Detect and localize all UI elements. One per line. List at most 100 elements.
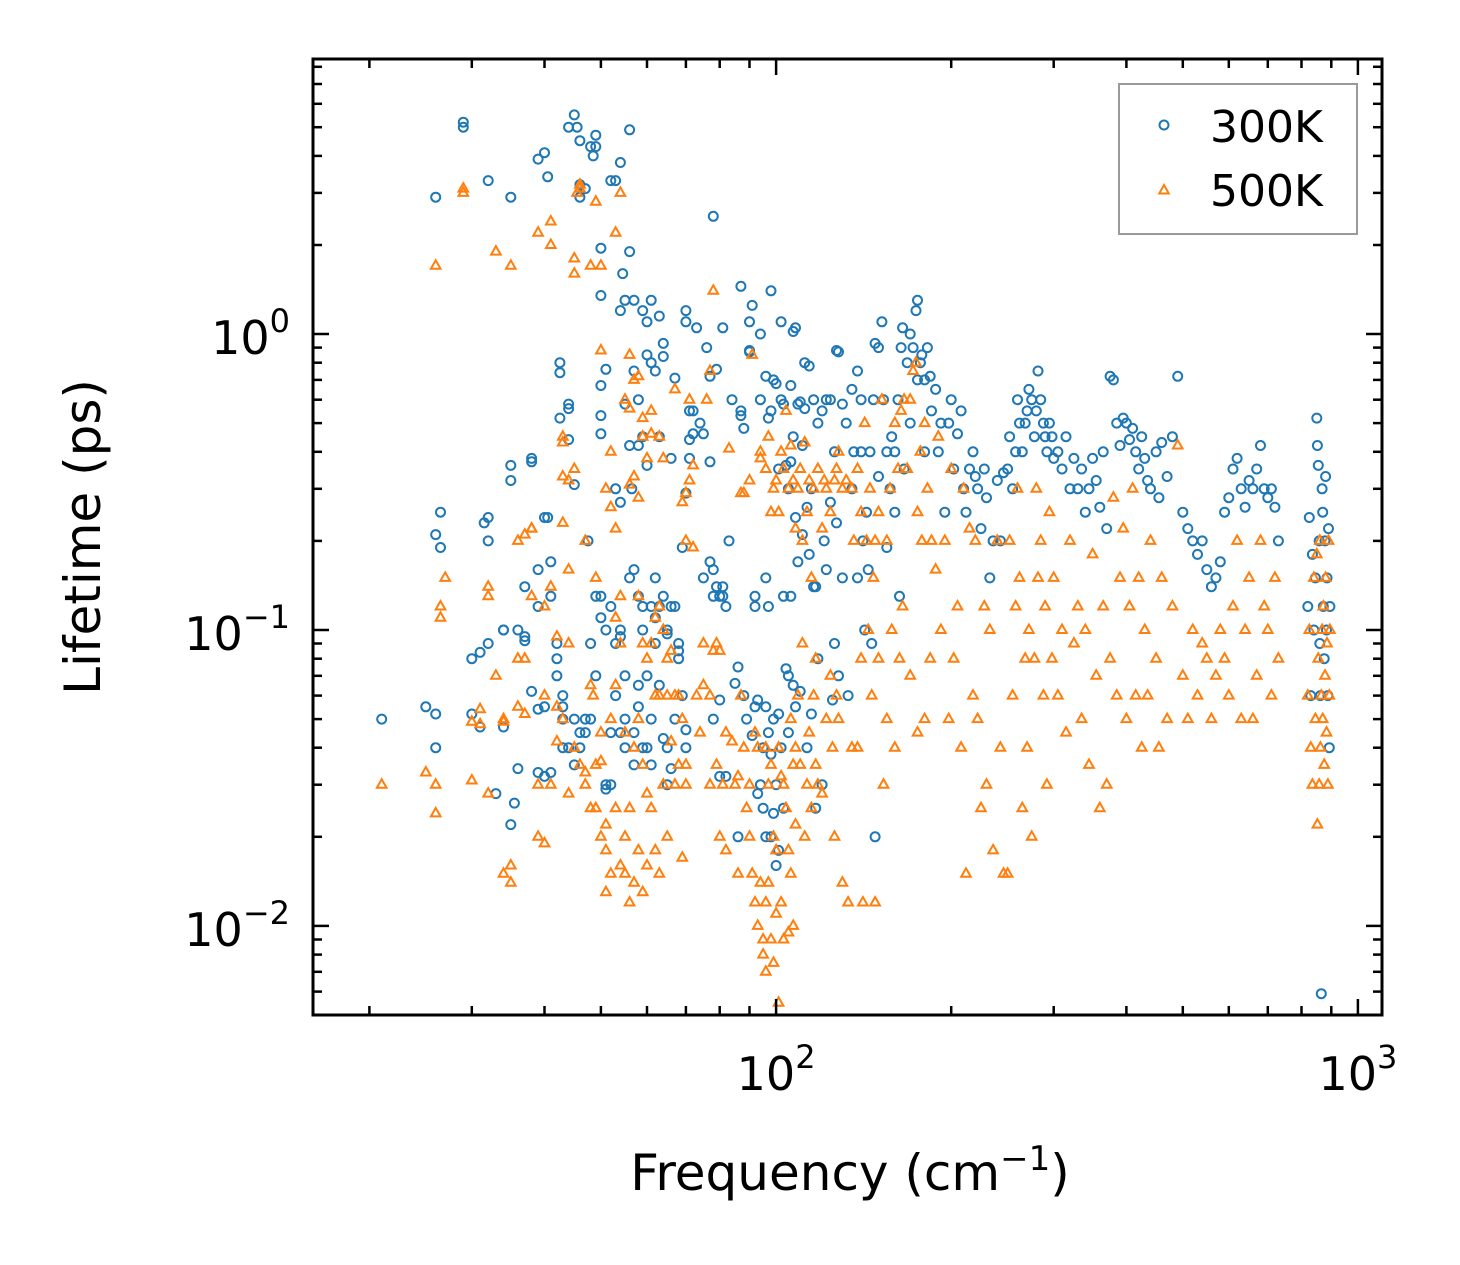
point-300K-82	[587, 150, 599, 162]
point-300K-388	[1023, 383, 1035, 395]
point-300K-55	[554, 367, 566, 379]
point-500K-10	[465, 772, 479, 785]
point-500K-27	[511, 533, 525, 545]
point-300K-253	[775, 316, 787, 328]
point-500K-316	[915, 533, 929, 545]
point-500K-277	[845, 481, 859, 493]
point-500K-116	[636, 429, 650, 441]
point-500K-222	[776, 461, 791, 473]
point-500K-295	[875, 392, 889, 404]
point-500K-397	[1160, 711, 1174, 724]
point-300K-298	[824, 394, 836, 406]
point-500K-189	[745, 347, 759, 359]
point-300K-34	[526, 452, 538, 464]
point-300K-113	[619, 294, 631, 306]
point-500K-160	[693, 725, 707, 737]
point-500K-289	[865, 688, 879, 700]
point-500K-246	[798, 829, 812, 841]
point-500K-56	[567, 461, 581, 473]
point-300K-396	[1041, 446, 1053, 458]
point-300K-149	[649, 572, 661, 584]
point-300K-29	[512, 624, 524, 636]
point-300K-382	[1010, 446, 1022, 458]
point-300K-335	[889, 446, 901, 458]
point-300K-413	[1101, 523, 1113, 535]
point-500K-373	[1078, 622, 1092, 634]
point-300K-435	[1182, 523, 1194, 535]
point-500K-88	[609, 521, 623, 533]
axis-tick-labels: 102 103 10−2 10−1 100	[184, 302, 1397, 1101]
point-300K-379	[1002, 463, 1014, 475]
point-300K-282	[801, 742, 813, 754]
point-300K-170	[673, 638, 685, 649]
point-300K-327	[873, 342, 884, 354]
point-500K-62	[573, 181, 587, 193]
point-300K-36	[532, 564, 544, 576]
point-500K-85	[604, 499, 618, 512]
point-300K-205	[720, 601, 732, 612]
point-300K-91	[595, 380, 607, 391]
point-300K-389	[1026, 394, 1038, 406]
point-500K-188	[742, 829, 757, 841]
point-300K-391	[1030, 405, 1042, 417]
point-500K-180	[731, 866, 745, 878]
point-300K-381	[1007, 483, 1019, 495]
point-500K-237	[788, 740, 803, 752]
point-500K-173	[716, 777, 730, 789]
point-300K-157	[657, 351, 669, 362]
point-300K-374	[984, 572, 996, 584]
point-300K-232	[757, 742, 769, 754]
point-300K-212	[735, 280, 747, 292]
point-300K-115	[619, 670, 631, 682]
point-500K-119	[636, 884, 650, 897]
point-500K-174	[719, 725, 733, 737]
series-500k-points	[375, 177, 1337, 1007]
point-500K-66	[578, 533, 592, 545]
point-500K-345	[1001, 866, 1015, 878]
point-500K-128	[648, 610, 662, 622]
point-500K-135	[656, 450, 670, 463]
x-axis-label: Frequency (cm−1)	[630, 1139, 1070, 1202]
point-500K-156	[682, 472, 697, 485]
point-300K-450	[1247, 483, 1259, 495]
point-300K-466	[1312, 459, 1324, 471]
point-300K-417	[1114, 440, 1126, 451]
point-500K-410	[1222, 688, 1236, 700]
point-300K-207	[723, 535, 735, 547]
point-500K-445	[1321, 777, 1335, 789]
point-300K-117	[619, 742, 631, 754]
point-500K-55	[562, 472, 576, 485]
point-500K-158	[686, 539, 700, 552]
point-500K-346	[1003, 533, 1017, 545]
series-300k-points	[376, 109, 1336, 1000]
point-500K-92	[609, 800, 623, 813]
point-300K-215	[738, 690, 750, 702]
point-300K-61	[563, 403, 575, 415]
point-300K-355	[926, 405, 937, 417]
point-300K-12	[474, 646, 486, 658]
point-500K-255	[809, 651, 823, 663]
point-300K-301	[829, 446, 840, 458]
point-300K-85	[590, 590, 602, 602]
point-500K-383	[1113, 570, 1127, 582]
plot-frame	[311, 57, 1384, 1017]
legend-300k-marker	[1158, 119, 1170, 131]
point-300K-246	[768, 807, 779, 819]
point-300K-405	[1072, 483, 1084, 495]
point-500K-260	[815, 786, 829, 798]
point-300K-118	[624, 440, 636, 451]
point-300K-84	[590, 141, 602, 153]
point-500K-284	[856, 894, 870, 907]
point-500K-281	[850, 740, 865, 752]
point-500K-84	[604, 444, 618, 456]
point-300K-11	[466, 708, 478, 720]
point-500K-340	[983, 622, 997, 634]
point-500K-162	[696, 677, 710, 690]
point-300K-136	[637, 624, 649, 636]
point-300K-436	[1187, 535, 1199, 547]
point-500K-403	[1190, 688, 1205, 700]
point-500K-45	[550, 699, 564, 711]
point-500K-368	[1059, 725, 1073, 737]
point-500K-400	[1176, 668, 1190, 680]
point-500K-381	[1106, 490, 1120, 502]
